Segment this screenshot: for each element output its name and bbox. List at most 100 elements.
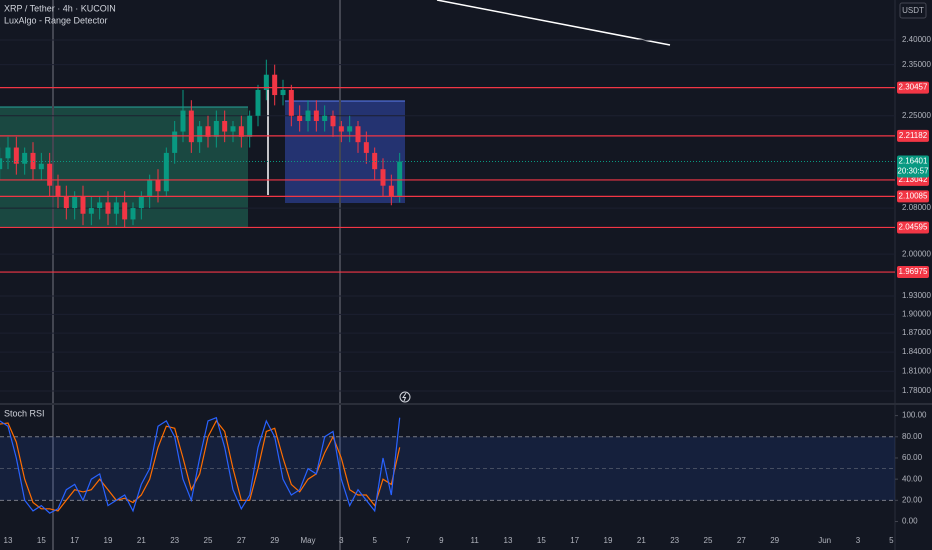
level-tag: [897, 266, 929, 279]
currency-button[interactable]: [899, 2, 927, 19]
y-tick-label: 2.08000: [902, 203, 931, 212]
y-tick-label: 1.78000: [902, 386, 931, 395]
candle-body: [130, 208, 136, 220]
candle-body: [280, 89, 286, 96]
candle-body: [363, 142, 369, 153]
candle-body: [380, 169, 386, 186]
candle-body: [0, 158, 3, 170]
candle-body: [30, 152, 36, 170]
candle-body: [88, 208, 94, 214]
level-tag: [897, 81, 929, 94]
y-tick-label: 1.93000: [902, 291, 931, 300]
x-tick-label: 27: [737, 536, 746, 545]
candle-body: [297, 115, 303, 122]
level-label: 2.30457: [899, 83, 928, 92]
candle-body: [55, 185, 61, 197]
candle-body: [63, 196, 69, 209]
candle-body: [347, 126, 353, 132]
candle-body: [397, 161, 403, 197]
candle-body: [38, 163, 44, 170]
price-tag: [897, 155, 929, 178]
price-label: 2.16401: [899, 157, 928, 166]
x-tick-label: 5: [372, 536, 377, 545]
candle-body: [97, 202, 103, 209]
x-tick-label: 21: [637, 536, 646, 545]
countdown: 20:30:57: [897, 167, 929, 176]
currency-label[interactable]: USDT: [902, 6, 924, 15]
candle-body: [263, 74, 269, 90]
osc-line: [0, 419, 401, 512]
x-tick-label: 17: [70, 536, 79, 545]
x-tick-label: 9: [439, 536, 444, 545]
indicator-name: LuxAlgo - Range Detector: [4, 15, 108, 25]
event-icon[interactable]: [399, 391, 411, 403]
candle-body: [222, 121, 228, 132]
candle-body: [13, 147, 19, 164]
x-tick-label: 13: [504, 536, 513, 545]
oscillator-name: Stoch RSI: [4, 408, 45, 418]
candle-body: [238, 126, 244, 137]
x-tick-label: 27: [237, 536, 246, 545]
x-tick-label: 3: [856, 536, 861, 545]
candle-body: [255, 89, 261, 116]
x-tick-label: Jun: [818, 536, 831, 545]
y-tick-label: 1.81000: [902, 367, 931, 376]
candle-body: [5, 147, 11, 159]
x-tick-label: 25: [204, 536, 213, 545]
candle-body: [155, 180, 161, 192]
y-tick-label: 2.40000: [902, 35, 931, 44]
symbol-title: XRP / Tether · 4h · KUCOIN: [4, 3, 116, 13]
candle-body: [355, 126, 361, 143]
level-label: 2.04595: [899, 223, 928, 232]
candle-body: [330, 115, 336, 127]
x-tick-label: 19: [104, 536, 113, 545]
candle-body: [138, 196, 144, 209]
candle-body: [205, 126, 211, 137]
level-tag: [897, 190, 929, 203]
candle-body: [372, 152, 378, 170]
candle-body: [338, 126, 344, 132]
y-tick-label: 2.00000: [902, 249, 931, 258]
osc-tick-label: 0.00: [902, 517, 918, 526]
trend-line: [436, 0, 671, 46]
event-icon-bolt: [402, 392, 407, 402]
candle-body: [322, 115, 328, 122]
level-label: 1.96975: [899, 267, 928, 276]
candle-body: [80, 196, 86, 214]
candle-body: [188, 110, 194, 143]
level-label: 2.13042: [899, 175, 928, 184]
candle-body: [122, 202, 128, 220]
candle-body: [272, 74, 278, 96]
x-tick-label: 3: [339, 536, 344, 545]
y-tick-label: 2.35000: [902, 60, 931, 69]
osc-tick-label: 60.00: [902, 453, 923, 462]
x-tick-label: 29: [770, 536, 779, 545]
x-tick-label: 13: [4, 536, 13, 545]
x-tick-label: May: [300, 536, 315, 545]
candle-body: [305, 110, 311, 122]
x-tick-label: 23: [670, 536, 679, 545]
plot: [0, 39, 895, 392]
candle-body: [147, 180, 153, 197]
candle-body: [388, 185, 394, 197]
y-tick-label: 2.25000: [902, 111, 931, 120]
candle-body: [197, 126, 203, 143]
y-tick-label: 1.90000: [902, 310, 931, 319]
candle-body: [180, 110, 186, 132]
candle-body: [313, 110, 319, 122]
candle-body: [230, 126, 236, 132]
osc-tick-label: 40.00: [902, 474, 923, 483]
level-label: 2.21182: [899, 131, 928, 140]
candle-body: [72, 196, 78, 209]
x-tick-label: 25: [704, 536, 713, 545]
level-label: 2.10085: [899, 191, 928, 200]
candle-body: [247, 115, 253, 137]
candle-body: [288, 89, 294, 116]
x-tick-label: 5: [889, 536, 894, 545]
candle-body: [47, 163, 53, 186]
x-tick-label: 15: [37, 536, 46, 545]
candle-body: [113, 202, 119, 214]
candle-body: [163, 152, 169, 192]
